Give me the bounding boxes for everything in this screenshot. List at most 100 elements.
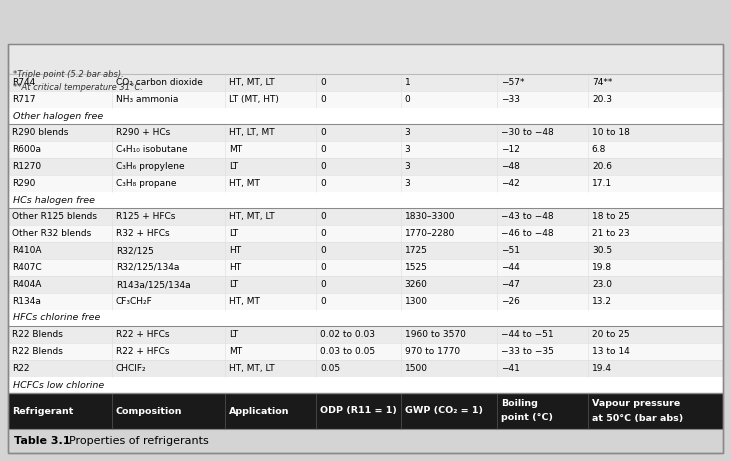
Text: 0: 0	[320, 212, 326, 221]
Text: 20 to 25: 20 to 25	[592, 330, 629, 339]
Bar	[8, 175, 723, 192]
Text: R1270: R1270	[12, 162, 41, 171]
Text: C₃H₈ propane: C₃H₈ propane	[115, 179, 176, 188]
Text: HT: HT	[229, 246, 240, 255]
Text: Other R32 blends: Other R32 blends	[12, 229, 91, 238]
Text: 19.4: 19.4	[592, 364, 612, 373]
Text: **At critical temperature 31°C.: **At critical temperature 31°C.	[13, 83, 143, 92]
Text: HFCs chlorine free: HFCs chlorine free	[13, 313, 100, 323]
Text: 13.2: 13.2	[592, 297, 612, 306]
Text: 23.0: 23.0	[592, 280, 612, 289]
Text: Vapour pressure: Vapour pressure	[592, 400, 680, 408]
Text: 3: 3	[404, 128, 410, 137]
Bar	[8, 158, 723, 175]
Text: NH₃ ammonia: NH₃ ammonia	[115, 95, 178, 104]
Text: 21 to 23: 21 to 23	[592, 229, 629, 238]
Text: R404A: R404A	[12, 280, 42, 289]
Text: HT, MT: HT, MT	[229, 179, 260, 188]
Text: 74**: 74**	[592, 78, 613, 87]
Text: 1525: 1525	[404, 263, 428, 272]
Text: 0.05: 0.05	[320, 364, 341, 373]
Bar	[8, 44, 723, 74]
Text: *Triple point (5.2 bar abs).: *Triple point (5.2 bar abs).	[13, 70, 124, 79]
Text: −33 to −35: −33 to −35	[501, 347, 554, 356]
Text: R22 Blends: R22 Blends	[12, 330, 63, 339]
Text: 1770–2280: 1770–2280	[404, 229, 455, 238]
Bar	[8, 276, 723, 293]
Text: 0: 0	[320, 145, 326, 154]
Bar	[8, 242, 723, 259]
Text: 13 to 14: 13 to 14	[592, 347, 629, 356]
Text: R744: R744	[12, 78, 35, 87]
Text: −48: −48	[501, 162, 520, 171]
Bar	[8, 360, 723, 377]
Text: −44: −44	[501, 263, 520, 272]
Text: 970 to 1770: 970 to 1770	[404, 347, 460, 356]
Text: 0: 0	[320, 95, 326, 104]
Text: R290 blends: R290 blends	[12, 128, 69, 137]
Text: LT: LT	[229, 162, 238, 171]
Text: 0: 0	[320, 297, 326, 306]
Text: CHClF₂: CHClF₂	[115, 364, 146, 373]
Text: R22: R22	[12, 364, 29, 373]
Text: HT, MT: HT, MT	[229, 297, 260, 306]
Text: 1: 1	[404, 78, 410, 87]
Bar	[8, 192, 723, 208]
Text: Other halogen free: Other halogen free	[13, 112, 103, 120]
Text: −43 to −48: −43 to −48	[501, 212, 553, 221]
Text: Table 3.1: Table 3.1	[14, 436, 70, 446]
Text: −41: −41	[501, 364, 520, 373]
Text: CF₃CH₂F: CF₃CH₂F	[115, 297, 153, 306]
Text: −30 to −48: −30 to −48	[501, 128, 554, 137]
Text: R22 + HFCs: R22 + HFCs	[115, 330, 169, 339]
Text: R717: R717	[12, 95, 36, 104]
Text: HCs halogen free: HCs halogen free	[13, 195, 95, 205]
Text: 20.6: 20.6	[592, 162, 612, 171]
Text: at 50°C (bar abs): at 50°C (bar abs)	[592, 414, 683, 422]
Text: −33: −33	[501, 95, 520, 104]
Text: R143a/125/134a: R143a/125/134a	[115, 280, 190, 289]
Text: Refrigerant: Refrigerant	[12, 407, 73, 415]
Bar	[8, 44, 723, 453]
Bar	[8, 377, 723, 393]
Bar	[8, 343, 723, 360]
Text: CO₂ carbon dioxide: CO₂ carbon dioxide	[115, 78, 202, 87]
Bar	[8, 393, 723, 429]
Text: R600a: R600a	[12, 145, 41, 154]
Text: 0: 0	[320, 128, 326, 137]
Text: LT: LT	[229, 280, 238, 289]
Text: 3: 3	[404, 162, 410, 171]
Text: Properties of refrigerants: Properties of refrigerants	[62, 436, 209, 446]
Text: −57*: −57*	[501, 78, 525, 87]
Text: HT, MT, LT: HT, MT, LT	[229, 212, 274, 221]
Bar	[8, 74, 723, 91]
Text: 30.5: 30.5	[592, 246, 612, 255]
Bar	[8, 310, 723, 326]
Bar	[8, 108, 723, 124]
Text: 0: 0	[404, 95, 410, 104]
Text: 1830–3300: 1830–3300	[404, 212, 455, 221]
Text: 6.8: 6.8	[592, 145, 606, 154]
Bar	[8, 225, 723, 242]
Bar	[8, 293, 723, 310]
Bar	[8, 141, 723, 158]
Text: R290: R290	[12, 179, 35, 188]
Text: R407C: R407C	[12, 263, 42, 272]
Text: LT (MT, HT): LT (MT, HT)	[229, 95, 279, 104]
Text: 1500: 1500	[404, 364, 428, 373]
Text: C₄H₁₀ isobutane: C₄H₁₀ isobutane	[115, 145, 187, 154]
Text: LT: LT	[229, 229, 238, 238]
Text: 17.1: 17.1	[592, 179, 612, 188]
Text: R125 + HFCs: R125 + HFCs	[115, 212, 175, 221]
Text: GWP (CO₂ = 1): GWP (CO₂ = 1)	[404, 407, 482, 415]
Text: 18 to 25: 18 to 25	[592, 212, 629, 221]
Text: 19.8: 19.8	[592, 263, 612, 272]
Text: 0: 0	[320, 246, 326, 255]
Text: HT, MT, LT: HT, MT, LT	[229, 78, 274, 87]
Text: 0.02 to 0.03: 0.02 to 0.03	[320, 330, 375, 339]
Text: 0: 0	[320, 280, 326, 289]
Text: HT: HT	[229, 263, 240, 272]
Text: point (°C): point (°C)	[501, 414, 553, 422]
Bar	[8, 208, 723, 225]
Text: −42: −42	[501, 179, 520, 188]
